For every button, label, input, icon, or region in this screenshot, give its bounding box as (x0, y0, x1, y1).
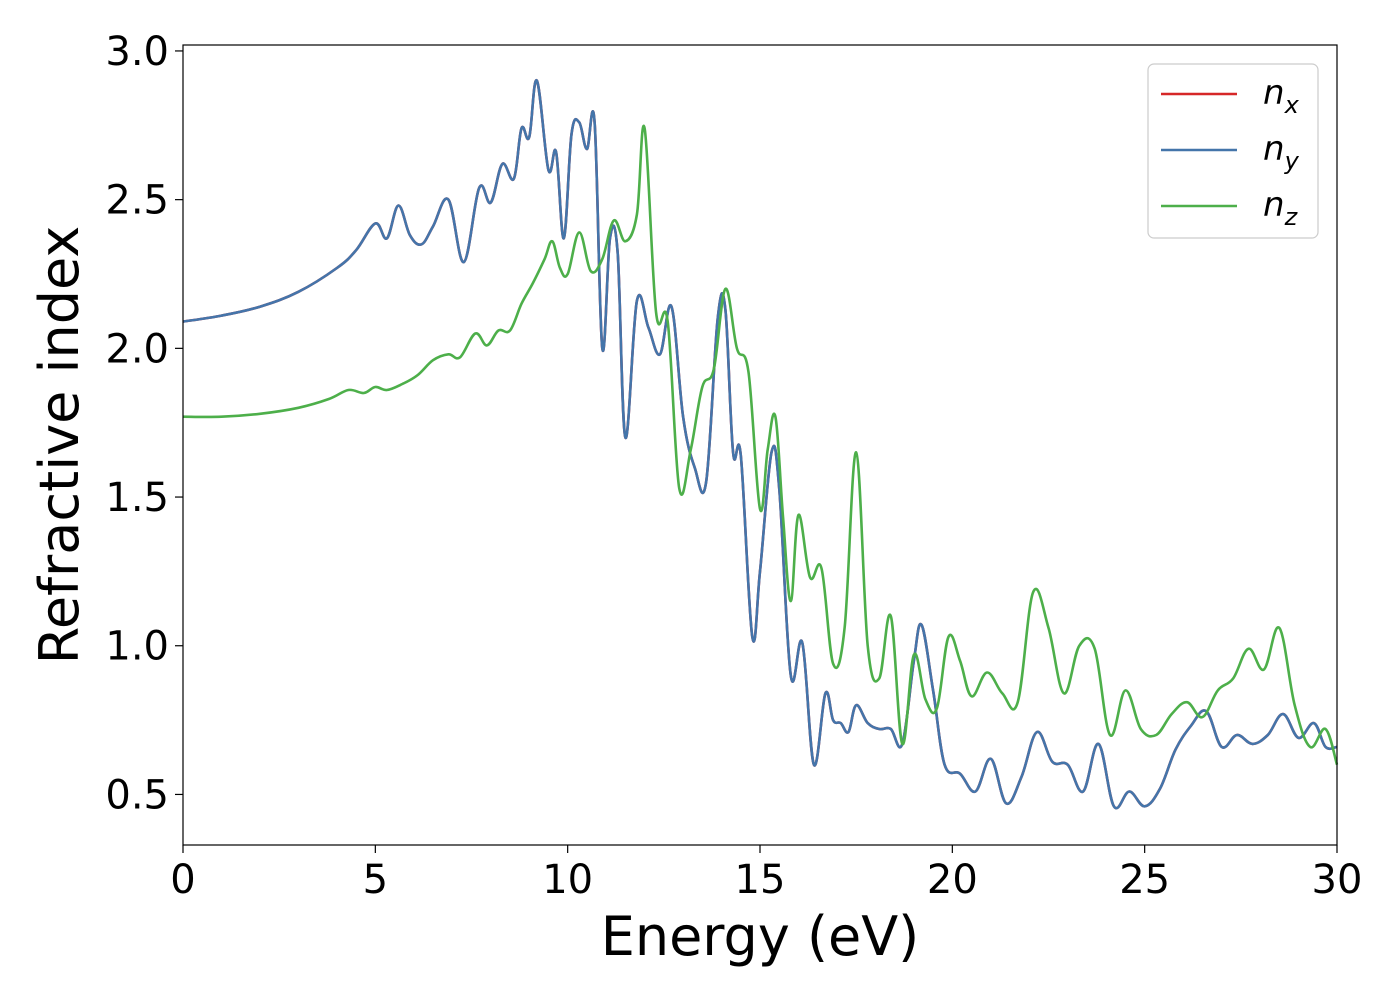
legend-label-nx: nx (1263, 73, 1300, 119)
legend-label-main: n (1263, 129, 1285, 169)
y-tick-label: 3.0 (105, 29, 169, 75)
x-axis-title: Energy (eV) (601, 905, 920, 968)
y-tick-label: 2.0 (105, 326, 169, 372)
x-axis-ticks: 0 5 10 15 20 25 30 (170, 845, 1362, 903)
y-tick-label: 1.0 (105, 624, 169, 670)
x-tick-label: 30 (1312, 857, 1363, 903)
y-tick-label: 0.5 (105, 772, 169, 818)
y-tick-label: 2.5 (105, 178, 169, 224)
y-tick-label: 1.5 (105, 475, 169, 521)
x-tick-label: 25 (1119, 857, 1170, 903)
x-tick-label: 0 (170, 857, 195, 903)
x-tick-label: 5 (363, 857, 388, 903)
legend-label-ny: ny (1263, 129, 1300, 175)
legend-label-main: n (1263, 185, 1285, 225)
y-axis-ticks: 0.5 1.0 1.5 2.0 2.5 3.0 (105, 29, 183, 818)
legend-label-main: n (1263, 73, 1285, 113)
series-line-nz (182, 124, 1339, 766)
plot-lines (182, 79, 1339, 810)
legend-label-subscript: y (1284, 147, 1300, 175)
legend-label-subscript: z (1284, 203, 1299, 231)
x-tick-label: 10 (542, 857, 593, 903)
y-axis-title: Refractive index (28, 226, 91, 665)
x-tick-label: 20 (927, 857, 978, 903)
legend-label-subscript: x (1284, 91, 1300, 119)
series-line-ny (182, 79, 1338, 810)
legend-label-nz: nz (1263, 185, 1299, 231)
x-tick-label: 15 (735, 857, 786, 903)
